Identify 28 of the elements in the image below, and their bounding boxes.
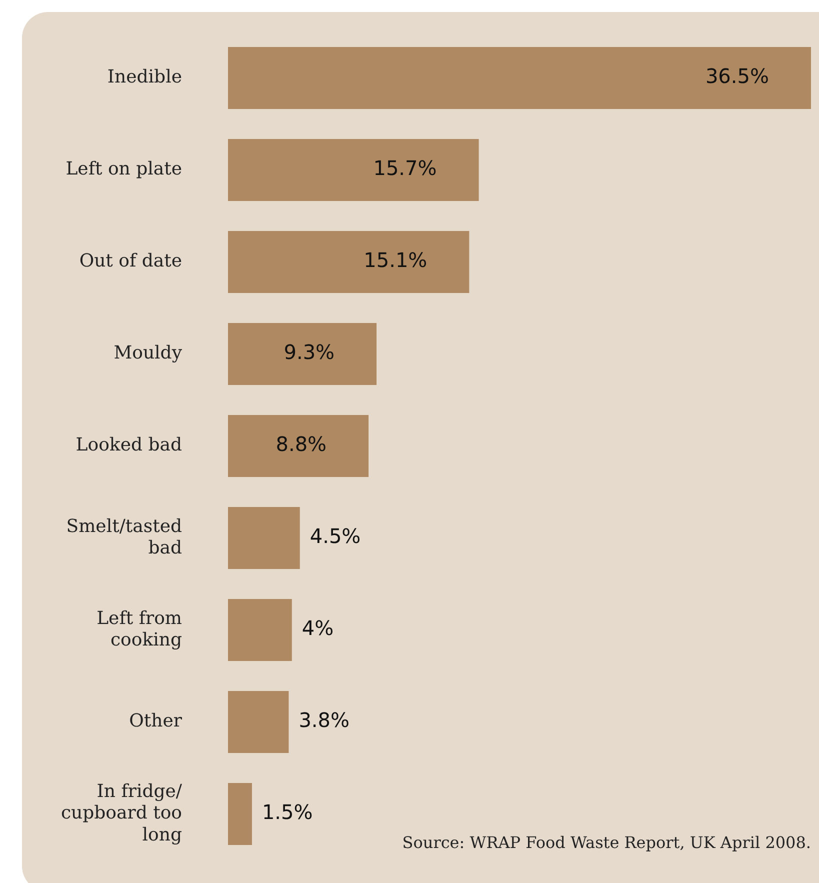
bar (228, 414, 369, 478)
bar (228, 46, 811, 110)
data-label: 8.8% (276, 432, 327, 456)
annotation: Source: WRAP Food Waste Report, UK April 2008. (402, 833, 811, 852)
data-label: 36.5% (705, 64, 769, 88)
y-tick-label: Smelt/tasted bad (66, 516, 182, 558)
data-label: 15.7% (373, 156, 437, 180)
y-tick-label: Left on plate (66, 158, 182, 180)
data-label: 4% (302, 616, 334, 640)
bar (228, 690, 289, 754)
bar (228, 598, 292, 662)
bar (228, 322, 377, 386)
y-tick-label: Looked bad (76, 434, 182, 456)
data-label: 4.5% (310, 524, 361, 548)
y-tick-label: Other (129, 710, 182, 732)
data-label: 9.3% (284, 340, 335, 364)
y-tick-label: Mouldy (114, 342, 183, 364)
bar (228, 506, 300, 570)
y-tick-label: In fridge/cupboard too long (60, 781, 183, 846)
y-tick-label: Inedible (107, 66, 182, 88)
y-tick-label: Left from cooking (96, 608, 182, 650)
bar (228, 230, 470, 294)
data-label: 15.1% (364, 248, 428, 272)
data-label: 3.8% (298, 708, 350, 732)
y-tick-label: Out of date (79, 250, 182, 272)
bar (228, 782, 252, 846)
bar (228, 138, 479, 202)
data-label: 1.5% (262, 800, 313, 824)
